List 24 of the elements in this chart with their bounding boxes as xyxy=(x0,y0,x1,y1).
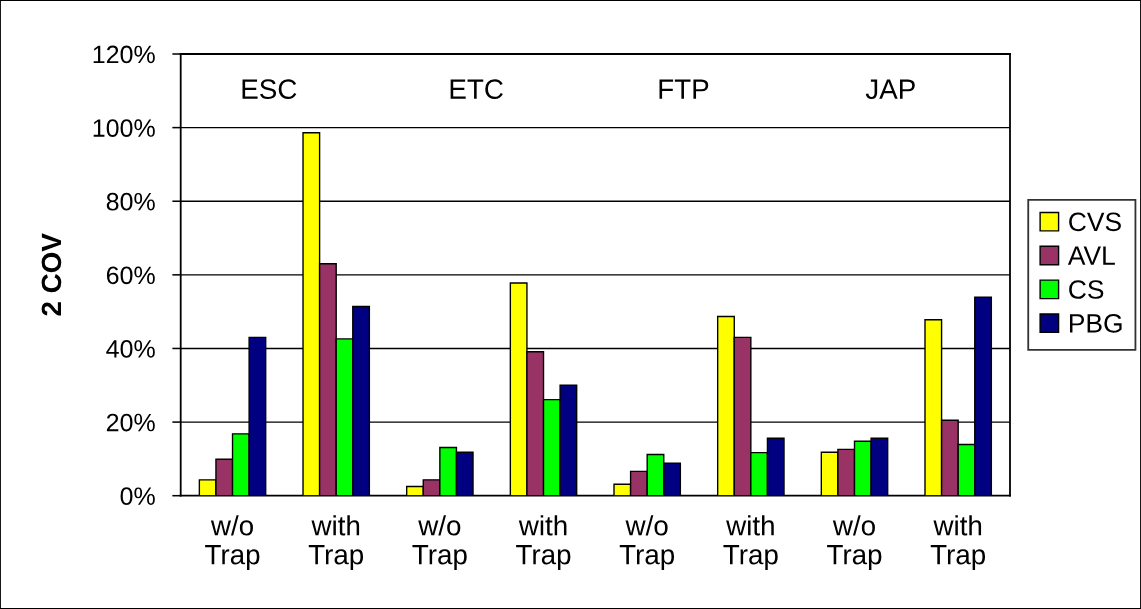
x-tick-label: w/o Trap xyxy=(619,515,675,570)
x-tick-label: with Trap xyxy=(930,515,986,570)
x-tick-label: with Trap xyxy=(723,515,778,570)
y-tick-label: 20% xyxy=(106,413,155,432)
annotation: FTP xyxy=(659,79,709,99)
legend-label: PBG xyxy=(1069,314,1122,333)
legend-label: CVS xyxy=(1069,212,1121,232)
annotation: ESC xyxy=(242,79,297,99)
annotation: ETC xyxy=(450,79,503,99)
y-tick-label: 120% xyxy=(93,45,155,64)
y-tick-label: 40% xyxy=(106,340,155,358)
x-tick-label: w/o Trap xyxy=(827,515,882,570)
y-axis-title: 2 COV xyxy=(41,233,62,316)
legend-label: CS xyxy=(1069,280,1104,299)
y-tick-label: 80% xyxy=(106,192,155,211)
y-tick-label: 100% xyxy=(93,119,155,137)
legend-label: AVL xyxy=(1067,246,1115,265)
x-tick-label: with Trap xyxy=(308,515,364,570)
annotation: JAP xyxy=(865,79,915,99)
x-tick-label: w/o Trap xyxy=(205,515,260,570)
x-tick-label: w/o Trap xyxy=(412,515,467,570)
y-tick-label: 60% xyxy=(106,266,155,285)
y-tick-label: 0% xyxy=(120,487,155,505)
x-tick-label: with Trap xyxy=(516,515,571,570)
